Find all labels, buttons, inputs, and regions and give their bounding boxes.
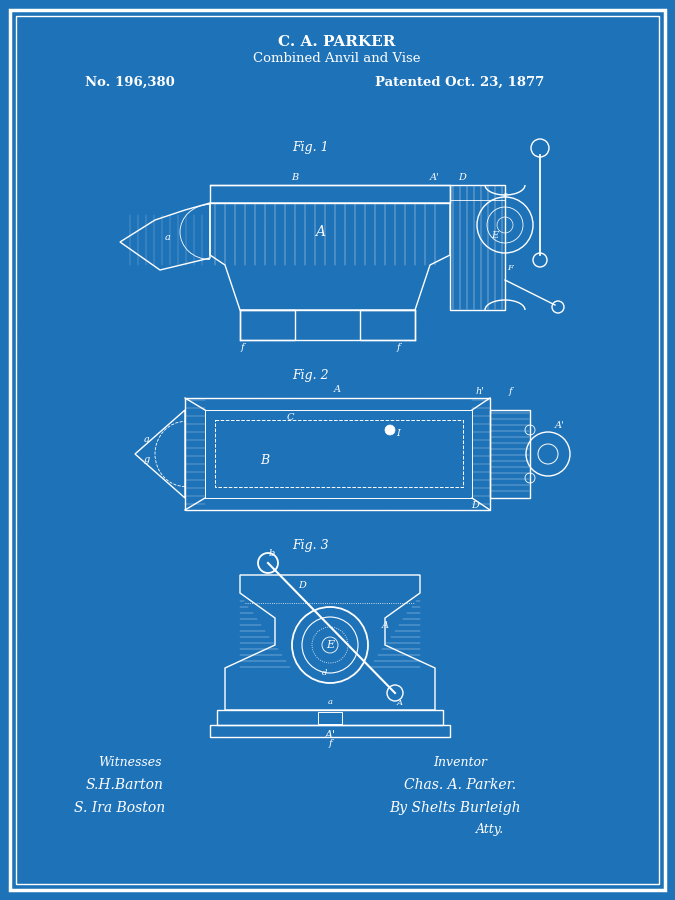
Text: S. Ira Boston: S. Ira Boston [74,801,165,815]
Text: D: D [458,174,466,183]
Bar [490,410,530,498]
Text: C: C [286,412,294,421]
Text: A': A' [555,420,565,429]
Text: f: f [396,343,400,352]
Text: A: A [315,225,325,239]
Text: F: F [507,264,513,272]
Text: Combined Anvil and Vise: Combined Anvil and Vise [253,51,421,65]
Text: B: B [292,174,298,183]
Text: A': A' [430,173,440,182]
Text: By Shelts Burleigh: By Shelts Burleigh [389,801,520,815]
Bar [360,310,415,340]
Text: e: e [502,191,508,199]
Circle shape [385,425,395,435]
Text: C. A. PARKER: C. A. PARKER [278,35,396,49]
Text: A: A [381,620,389,629]
Text: a: a [144,436,150,445]
Text: Fig. 3: Fig. 3 [292,538,328,552]
Text: E: E [491,230,499,239]
Bar [210,185,450,203]
Bar [450,185,505,200]
Text: I: I [396,428,400,437]
Text: E: E [326,640,334,650]
Text: f: f [240,343,244,352]
Bar [318,712,342,724]
Text: A': A' [325,730,335,740]
Text: Fig. 1: Fig. 1 [292,141,328,155]
Text: a: a [165,232,171,241]
Text: f: f [328,739,332,748]
Text: No. 196,380: No. 196,380 [85,76,175,88]
Text: a: a [327,698,333,706]
Bar [210,725,450,737]
Bar [450,185,505,310]
Bar [240,310,295,340]
Text: D: D [471,501,479,510]
Text: h': h' [476,388,485,397]
Text: A: A [333,385,340,394]
Bar [215,420,463,487]
Text: Fig. 2: Fig. 2 [292,368,328,382]
Text: B: B [261,454,269,466]
Text: Inventor: Inventor [433,757,487,770]
Bar [217,710,443,725]
Bar [205,410,472,498]
Text: D: D [298,580,306,590]
Text: S.H.Barton: S.H.Barton [86,778,164,792]
Text: g: g [144,455,150,464]
Text: b: b [269,548,275,557]
Text: Atty.: Atty. [476,824,504,836]
Text: d: d [323,669,327,677]
Text: f: f [508,388,512,397]
Text: Witnesses: Witnesses [99,757,162,770]
Bar [185,398,490,510]
Text: A: A [397,699,403,707]
Text: Patented Oct. 23, 1877: Patented Oct. 23, 1877 [375,76,545,88]
Text: Chas. A. Parker.: Chas. A. Parker. [404,778,516,792]
